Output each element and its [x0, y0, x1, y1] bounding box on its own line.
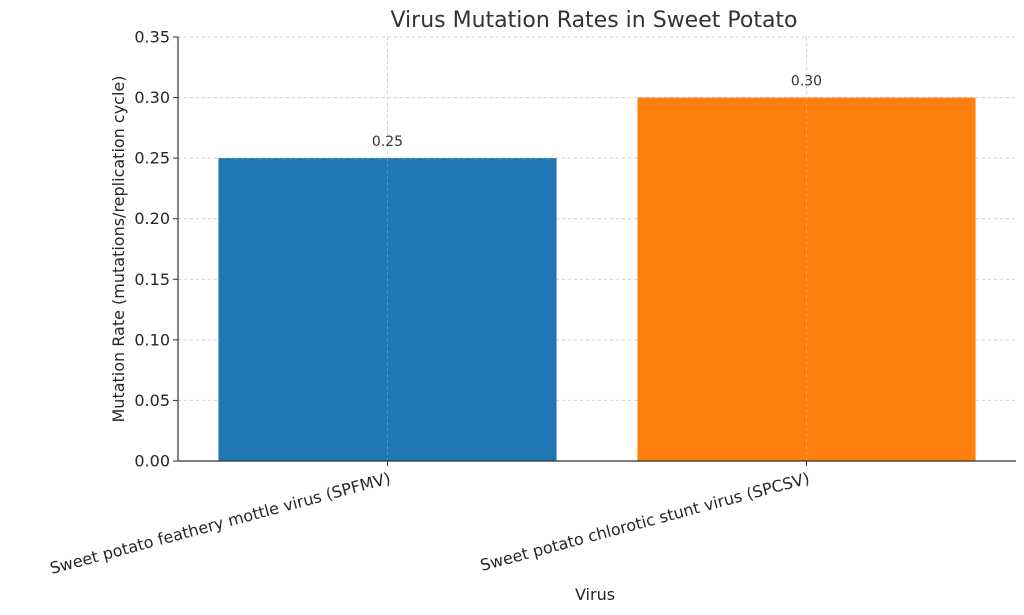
y-tick-label: 0.10 [134, 330, 170, 349]
x-axis-label: Virus [575, 585, 615, 604]
x-tick-label: Sweet potato feathery mottle virus (SPFM… [48, 469, 393, 578]
bar [218, 158, 557, 461]
y-tick-label: 0.00 [134, 452, 170, 471]
bar [637, 97, 976, 462]
data-label: 0.25 [372, 134, 403, 150]
y-ticks-layer: 0.00 0.05 0.10 0.15 0.20 0.25 0.30 0.35 [134, 28, 178, 471]
axes-layer [177, 37, 1016, 462]
chart-title: Virus Mutation Rates in Sweet Potato [390, 8, 797, 33]
y-tick-label: 0.05 [134, 391, 170, 410]
x-ticks-layer: Sweet potato feathery mottle virus (SPFM… [48, 461, 812, 578]
bars-layer [218, 97, 976, 462]
data-labels-layer: 0.25 0.30 [372, 74, 822, 151]
y-tick-label: 0.15 [134, 270, 170, 289]
y-tick-label: 0.25 [134, 149, 170, 168]
y-tick-label: 0.30 [134, 88, 170, 107]
x-tick-label: Sweet potato chlorotic stunt virus (SPCS… [478, 469, 811, 575]
data-label: 0.30 [791, 74, 822, 90]
y-axis-label: Mutation Rate (mutations/replication cyc… [109, 76, 128, 423]
y-tick-label: 0.20 [134, 209, 170, 228]
y-tick-label: 0.35 [134, 28, 170, 47]
